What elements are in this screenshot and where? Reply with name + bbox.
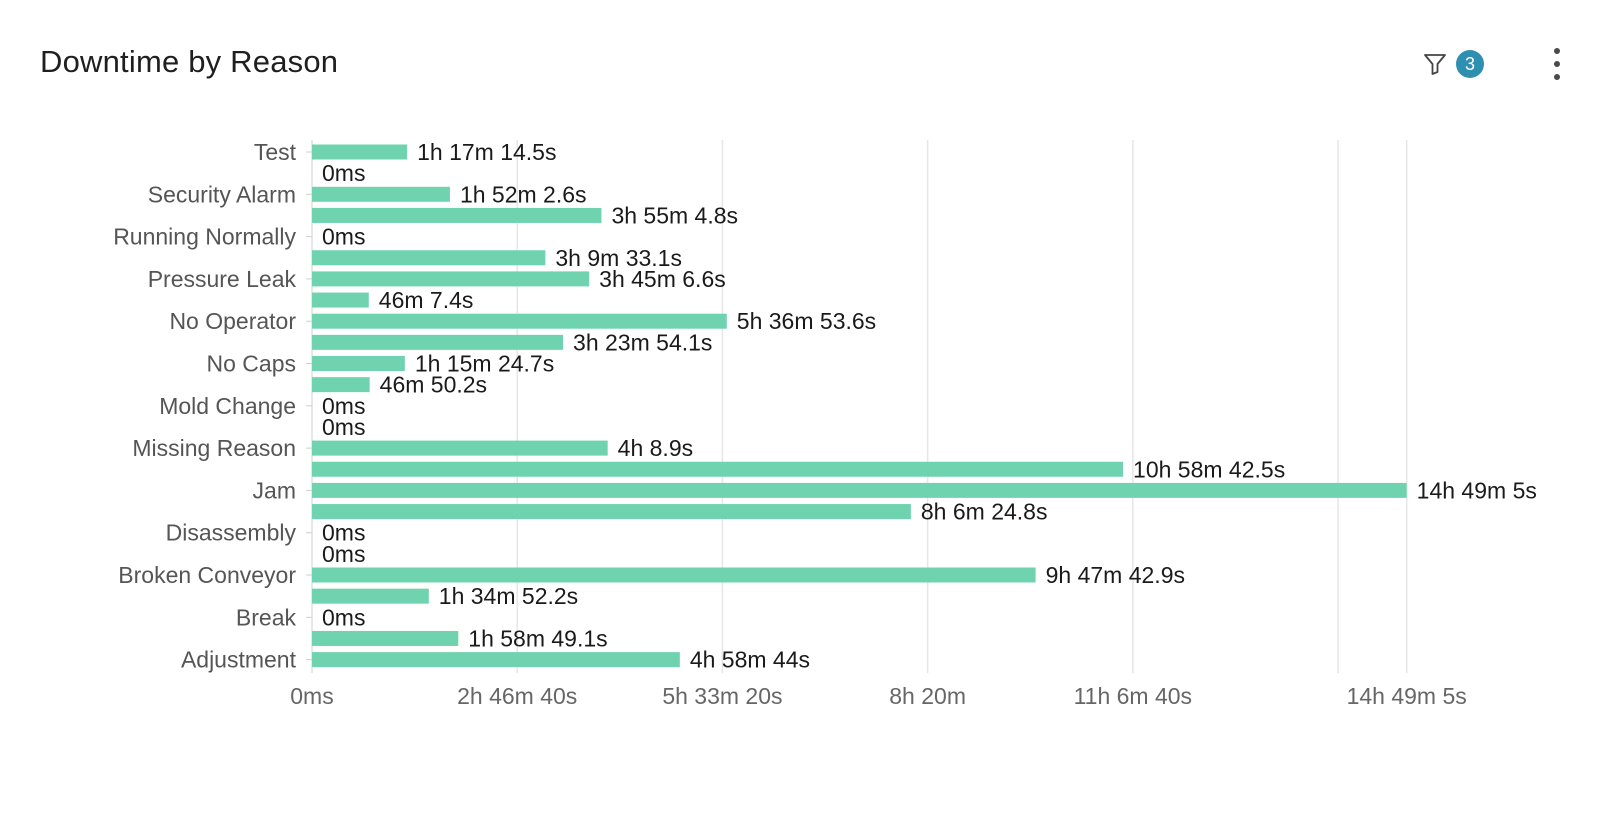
x-tick-label: 14h 49m 5s: [1347, 683, 1467, 709]
bar: [312, 630, 459, 646]
bar: [312, 567, 1036, 583]
bar: [312, 356, 405, 371]
bar: [312, 186, 450, 202]
bar-value-label: 0ms: [322, 414, 365, 440]
x-tick-label: 8h 20m: [889, 683, 966, 709]
filter-count-badge: 3: [1456, 50, 1484, 78]
bar-value-label: 5h 36m 53.6s: [737, 308, 876, 334]
chart-title: Downtime by Reason: [40, 44, 339, 79]
bar: [312, 271, 590, 287]
bar-value-label: 0ms: [322, 160, 365, 186]
kebab-menu-icon[interactable]: [1542, 44, 1572, 84]
bar-value-label: 10h 58m 42.5s: [1133, 456, 1285, 482]
bar: [312, 440, 608, 456]
bar-value-label: 0ms: [322, 224, 365, 250]
bar-value-label: 0ms: [322, 541, 365, 567]
category-label: No Operator: [169, 308, 296, 334]
bar-value-label: 1h 52m 2.6s: [460, 181, 587, 207]
bar-value-label: 3h 23m 54.1s: [573, 329, 712, 355]
bar: [312, 461, 1124, 477]
bar-value-label: 3h 9m 33.1s: [555, 245, 682, 271]
bar-value-label: 0ms: [322, 604, 365, 630]
bar: [312, 377, 370, 393]
bar-value-label: 4h 8.9s: [618, 435, 693, 461]
bar: [312, 588, 429, 604]
filter-icon: [1424, 54, 1446, 75]
category-label: Adjustment: [181, 647, 297, 673]
category-label: Pressure Leak: [148, 266, 297, 292]
category-label: Missing Reason: [132, 435, 296, 461]
bar-value-label: 1h 17m 14.5s: [417, 139, 556, 165]
bar-value-label: 0ms: [322, 393, 365, 419]
x-tick-label: 11h 6m 40s: [1074, 683, 1192, 709]
bar-value-label: 8h 6m 24.8s: [921, 499, 1048, 525]
category-label: Running Normally: [113, 224, 296, 250]
x-tick-label: 5h 33m 20s: [662, 683, 782, 709]
bar: [312, 504, 911, 520]
filter-button[interactable]: 3: [1422, 50, 1484, 78]
category-label: No Caps: [207, 351, 296, 377]
bar-value-label: 3h 55m 4.8s: [611, 202, 738, 228]
bar: [312, 482, 1407, 498]
category-label: Break: [236, 604, 297, 630]
bar-value-label: 46m 7.4s: [379, 287, 474, 313]
bar: [312, 313, 727, 329]
category-label: Broken Conveyor: [118, 562, 296, 588]
bar-value-label: 1h 58m 49.1s: [468, 625, 607, 651]
bar-value-label: 1h 15m 24.7s: [415, 351, 554, 377]
category-label: Mold Change: [159, 393, 296, 419]
x-tick-label: 2h 46m 40s: [457, 683, 577, 709]
bar-value-label: 4h 58m 44s: [690, 647, 810, 673]
bar: [312, 144, 408, 160]
bar: [312, 652, 680, 668]
bar: [312, 334, 564, 350]
bar: [312, 207, 602, 223]
category-label: Disassembly: [166, 520, 297, 546]
bar-value-label: 46m 50.2s: [380, 372, 487, 398]
category-label: Test: [254, 139, 297, 165]
bar: [312, 292, 369, 308]
bar: [312, 250, 546, 266]
bar-value-label: 9h 47m 42.9s: [1046, 562, 1185, 588]
x-tick-label: 0ms: [290, 683, 333, 709]
bar-value-label: 14h 49m 5s: [1417, 477, 1537, 503]
chart-toolbar: 3: [1422, 44, 1572, 84]
bar-value-label: 0ms: [322, 520, 365, 546]
category-label: Jam: [253, 477, 296, 503]
category-label: Security Alarm: [148, 181, 296, 207]
bar-value-label: 1h 34m 52.2s: [439, 583, 578, 609]
bar-value-label: 3h 45m 6.6s: [599, 266, 726, 292]
